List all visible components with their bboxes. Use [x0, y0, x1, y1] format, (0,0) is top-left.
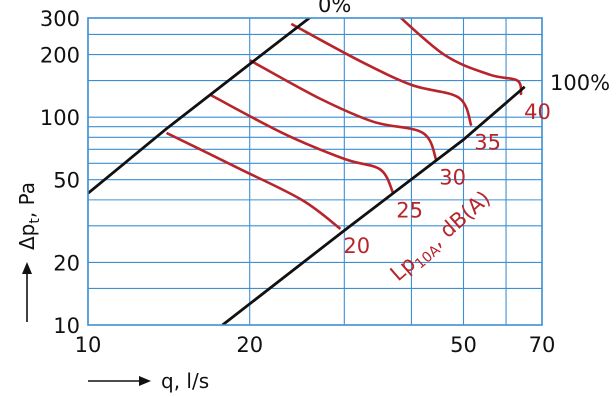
x-axis-title: q, l/s: [88, 369, 209, 393]
y-tick-label: 100: [40, 106, 80, 130]
grid: [87, 17, 543, 326]
y-tick-label: 50: [53, 169, 80, 193]
position-line-open: [221, 85, 526, 325]
sound-curve-label: 20: [343, 234, 370, 258]
sound-curve-20: [165, 131, 342, 230]
curves: [88, 18, 526, 325]
plot-frame: [87, 17, 543, 326]
sound-curve-label: 30: [439, 165, 466, 189]
x-tick-label: 10: [75, 333, 102, 357]
x-tick-label: 20: [236, 333, 263, 357]
position-line-label: 0%: [318, 0, 351, 17]
y-tick-label: 200: [40, 44, 80, 68]
sound-curve-35: [290, 22, 473, 127]
x-axis-arrowhead: [139, 376, 151, 386]
y-tick-label: 20: [53, 251, 80, 275]
sound-curve-40: [399, 18, 523, 96]
x-axis-label: q, l/s: [161, 369, 209, 393]
curve-labels: 20 25 30 35 40 0% 100%: [318, 0, 610, 258]
sound-curve-30: [249, 59, 438, 161]
y-tick-label: 10: [53, 314, 80, 338]
position-line-label: 100%: [550, 71, 610, 95]
x-tick-label: 50: [450, 333, 477, 357]
sound-curve-label: 40: [524, 100, 551, 124]
y-axis-label: Δpt, Pa: [15, 182, 43, 250]
y-axis-arrowhead: [22, 262, 32, 274]
y-tick-label: 300: [40, 7, 80, 31]
x-tick-label: 70: [529, 333, 556, 357]
position-line-closed: [88, 18, 312, 195]
sound-curve-label: 25: [396, 198, 423, 222]
sound-curve-label: 35: [474, 131, 501, 155]
y-axis-title: Δpt, Pa: [15, 182, 43, 322]
sound-curve-25: [209, 93, 395, 194]
